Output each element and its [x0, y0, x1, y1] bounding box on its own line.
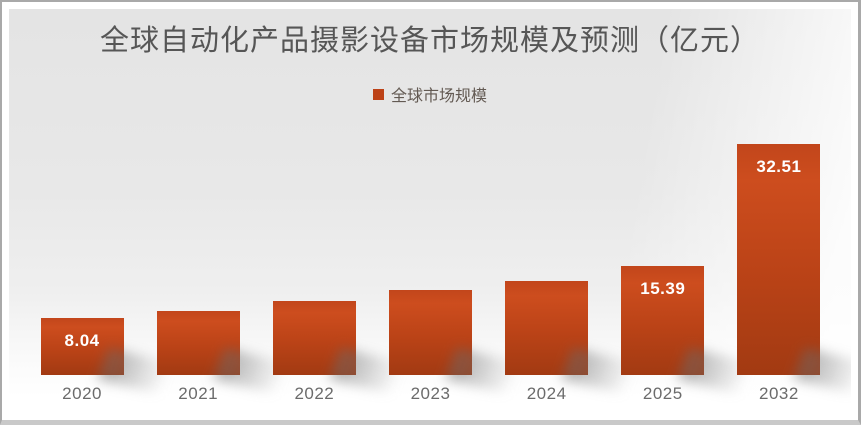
x-axis-label-2021: 2021	[178, 384, 219, 403]
bar-2022	[272, 301, 356, 375]
x-axis-label-2022: 2022	[294, 384, 335, 403]
value-label-2025: 15.39	[640, 279, 686, 298]
bar-slot-2024: 2024	[489, 281, 605, 413]
bar-2025: 15.39	[621, 266, 705, 375]
bar-2024	[505, 281, 589, 375]
plot-area: 8.04 2020 2021 2022 2023 2024 15.39 2025 32.51 20…	[24, 144, 837, 413]
x-axis-label-2020: 2020	[62, 384, 102, 403]
x-axis-label-2032: 2032	[759, 384, 799, 403]
legend: 全球市场规模	[9, 82, 851, 106]
x-axis-label-2024: 2024	[526, 384, 567, 403]
legend-swatch-icon	[372, 88, 384, 100]
chart-title: 全球自动化产品摄影设备市场规模及预测（亿元）	[99, 23, 760, 57]
bar-2020: 8.04	[40, 318, 124, 375]
bar-slot-2025: 15.39 2025	[605, 266, 721, 413]
x-axis-label-2025: 2025	[642, 384, 683, 403]
bar-2023	[388, 290, 472, 375]
bar-2021	[156, 311, 240, 375]
value-label-2020: 8.04	[64, 331, 100, 350]
x-axis-label-2023: 2023	[410, 384, 451, 403]
bar-slot-2022: 2022	[256, 301, 372, 413]
legend-label: 全球市场规模	[390, 86, 487, 106]
bar-slot-2023: 2023	[372, 290, 488, 413]
bar-slot-2032: 32.51 2032	[721, 144, 837, 413]
bar-slot-2020: 8.04 2020	[24, 318, 140, 413]
chart-canvas: 全球自动化产品摄影设备市场规模及预测（亿元） 全球市场规模 8.04 2020 20…	[9, 9, 851, 413]
value-label-2032: 32.51	[756, 157, 802, 176]
bar-2032: 32.51	[737, 144, 821, 375]
bar-slot-2021: 2021	[140, 311, 256, 413]
